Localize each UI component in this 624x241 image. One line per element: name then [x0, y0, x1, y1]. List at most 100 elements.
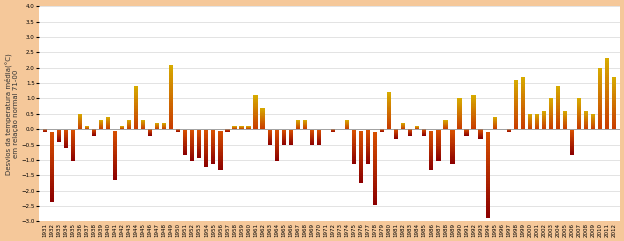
Bar [563, 115, 567, 116]
Bar [212, 145, 215, 146]
Bar [113, 162, 117, 164]
Bar [183, 147, 187, 148]
Bar [485, 204, 490, 207]
Bar [556, 108, 560, 109]
Bar [605, 113, 609, 115]
Bar [457, 108, 462, 109]
Bar [436, 148, 441, 149]
Bar [275, 158, 279, 159]
Bar [190, 130, 195, 131]
Bar [605, 77, 609, 80]
Bar [520, 84, 525, 86]
Bar [169, 125, 173, 127]
Bar [134, 95, 138, 96]
Bar [134, 108, 138, 109]
Bar [268, 134, 271, 135]
Bar [352, 151, 356, 152]
Bar [584, 111, 588, 112]
Bar [113, 168, 117, 170]
Bar [275, 137, 279, 138]
Bar [577, 115, 581, 116]
Bar [612, 86, 617, 87]
Bar [64, 145, 68, 146]
Bar [457, 101, 462, 102]
Bar [577, 118, 581, 119]
Bar [451, 148, 454, 149]
Bar [591, 119, 595, 120]
Bar [528, 125, 532, 126]
Bar [584, 121, 588, 122]
Bar [197, 150, 202, 151]
Bar [317, 131, 321, 132]
Bar [577, 123, 581, 124]
Bar [542, 115, 546, 116]
Bar [281, 132, 286, 133]
Bar [141, 120, 145, 121]
Bar [520, 114, 525, 115]
Bar [451, 137, 454, 138]
Bar [429, 149, 434, 151]
Bar [485, 158, 490, 161]
Bar [429, 165, 434, 167]
Bar [436, 136, 441, 137]
Bar [212, 147, 215, 148]
Bar [535, 124, 539, 125]
Bar [366, 139, 370, 141]
Bar [352, 153, 356, 154]
Bar [584, 122, 588, 123]
Bar [485, 152, 490, 155]
Bar [190, 159, 195, 160]
Bar [183, 141, 187, 142]
Bar [359, 178, 363, 180]
Bar [514, 109, 518, 111]
Bar [387, 117, 391, 118]
Bar [253, 98, 258, 99]
Bar [542, 118, 546, 119]
Bar [387, 120, 391, 122]
Bar [253, 110, 258, 111]
Bar [549, 121, 553, 122]
Bar [443, 124, 447, 125]
Bar [113, 160, 117, 162]
Bar [64, 136, 68, 137]
Bar [556, 92, 560, 93]
Bar [520, 120, 525, 122]
Bar [429, 164, 434, 165]
Bar [212, 149, 215, 151]
Bar [71, 146, 75, 147]
Bar [190, 150, 195, 151]
Bar [317, 144, 321, 145]
Bar [514, 118, 518, 119]
Bar [260, 120, 265, 121]
Bar [577, 109, 581, 110]
Bar [457, 107, 462, 108]
Bar [197, 132, 202, 133]
Bar [289, 133, 293, 134]
Bar [485, 167, 490, 169]
Bar [366, 157, 370, 159]
Bar [134, 111, 138, 112]
Bar [373, 171, 378, 174]
Bar [535, 120, 539, 121]
Bar [366, 153, 370, 154]
Bar [549, 127, 553, 128]
Bar [359, 150, 363, 152]
Bar [366, 138, 370, 139]
Bar [113, 155, 117, 157]
Bar [197, 145, 202, 146]
Bar [612, 96, 617, 98]
Bar [218, 169, 223, 170]
Bar [549, 111, 553, 112]
Bar [373, 203, 378, 205]
Bar [387, 118, 391, 119]
Bar [190, 132, 195, 133]
Bar [520, 127, 525, 129]
Bar [275, 151, 279, 152]
Bar [260, 110, 265, 111]
Bar [451, 133, 454, 134]
Bar [134, 102, 138, 103]
Bar [373, 149, 378, 151]
Bar [429, 153, 434, 154]
Bar [542, 123, 546, 124]
Bar [71, 159, 75, 160]
